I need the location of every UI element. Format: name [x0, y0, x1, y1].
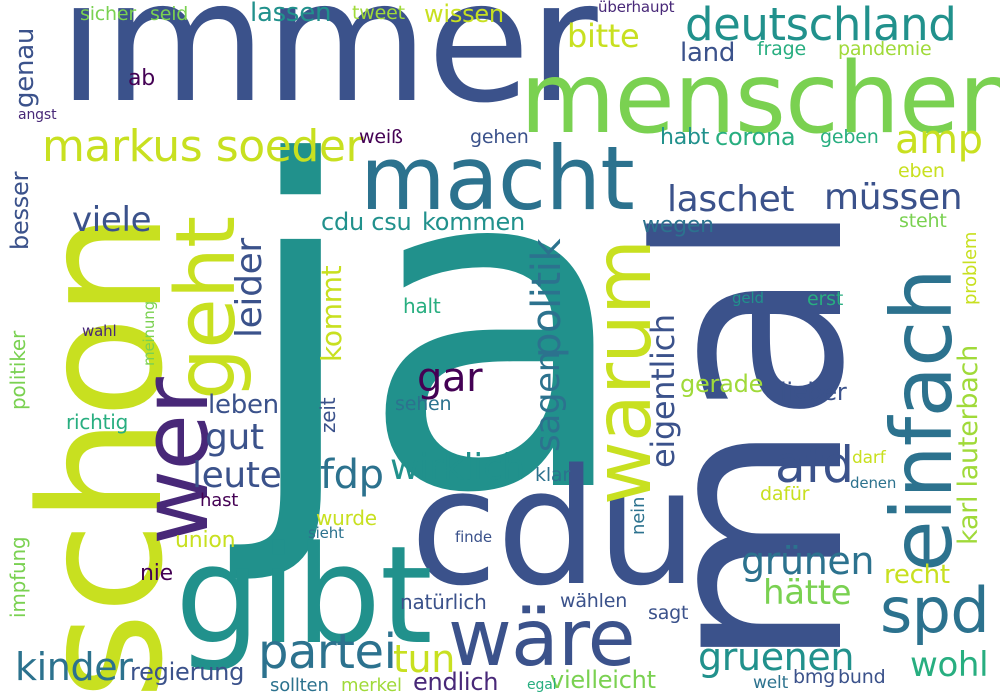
word-gar: gar — [417, 355, 483, 401]
word-lieber: lieber — [780, 378, 847, 406]
word-wäre: wäre — [448, 594, 636, 684]
word-kommen: kommen — [422, 208, 526, 236]
word-grünen: grünen — [741, 539, 875, 583]
word-bmg: bmg — [793, 666, 836, 688]
word-geld: geld — [732, 289, 764, 307]
word-sicher: sicher — [80, 3, 137, 25]
word-gruenen: gruenen — [698, 635, 855, 679]
word-politik: politik — [524, 238, 570, 358]
word-impfung: impfung — [6, 536, 30, 618]
word-politiker: politiker — [6, 330, 30, 410]
word-kinder: kinder — [15, 645, 133, 689]
word-denen: denen — [850, 474, 897, 492]
word-afd: afd — [775, 436, 854, 494]
word-merkel: merkel — [341, 675, 402, 696]
word-sagt: sagt — [648, 602, 689, 624]
word-leider: leider — [229, 238, 270, 338]
word-pandemie: pandemie — [838, 38, 932, 60]
word-sagen: sagen — [528, 351, 568, 452]
word-gerade: gerade — [680, 370, 764, 398]
word-wirklich: wirklich — [390, 447, 525, 488]
word-hast: hast — [200, 490, 239, 511]
word-wählen: wählen — [560, 590, 628, 612]
word-geben: geben — [820, 126, 879, 148]
word-einfach: einfach — [873, 269, 971, 572]
word-finde: finde — [455, 528, 492, 546]
word-tweet: tweet — [352, 2, 405, 24]
word-recht: recht — [884, 560, 950, 590]
word-problem: problem — [960, 231, 981, 305]
word-gut: gut — [205, 417, 264, 458]
word-natürlich: natürlich — [400, 590, 487, 614]
word-union: union — [175, 528, 236, 553]
word-lassen: lassen — [250, 0, 332, 28]
word-gehen: gehen — [470, 126, 529, 148]
word-habt: habt — [660, 125, 710, 150]
word-land: land — [680, 38, 736, 68]
word-laschet: laschet — [667, 179, 795, 220]
word-zeit: zeit — [316, 397, 340, 433]
word-eben: eben — [898, 160, 945, 182]
word-karl-lauterbach: karl lauterbach — [953, 345, 984, 545]
word-welt: welt — [753, 673, 789, 693]
word-klar: klar — [535, 464, 570, 486]
word-tun: tun — [393, 637, 455, 681]
word-richtig: richtig — [66, 410, 129, 434]
word-wegen: wegen — [642, 213, 714, 238]
word-markus-soeder: markus soeder — [42, 121, 364, 172]
word-wahl: wahl — [82, 322, 117, 340]
word-gibt: gibt — [175, 517, 433, 674]
word-hätte: hätte — [763, 573, 852, 613]
word-regierung: regierung — [130, 658, 245, 686]
word-darf: darf — [852, 448, 886, 468]
word-partei: partei — [258, 624, 397, 680]
word-meinung: meinung — [140, 301, 158, 366]
word-angst: angst — [18, 107, 57, 123]
word-überhaupt: überhaupt — [598, 0, 675, 16]
word-immer: immer — [58, 0, 598, 140]
word-seid: seid — [150, 3, 189, 25]
word-sieht: sieht — [308, 524, 344, 542]
word-genau: genau — [10, 27, 40, 108]
word-macht: macht — [360, 127, 635, 230]
word-amp: amp — [895, 117, 983, 163]
word-menschen: menschen — [520, 42, 1000, 156]
word-deutschland: deutschland — [685, 0, 957, 51]
word-weiß: weiß — [359, 126, 403, 148]
word-leben: leben — [208, 390, 279, 420]
word-fdp: fdp — [320, 452, 384, 498]
word-viele: viele — [72, 200, 152, 240]
word-ja: ja — [238, 68, 634, 592]
word-sollten: sollten — [270, 675, 329, 696]
word-spd: spd — [880, 574, 990, 647]
word-besser: besser — [6, 171, 34, 250]
word-halt: halt — [403, 294, 441, 318]
word-müssen: müssen — [824, 177, 963, 218]
word-leute: leute — [192, 455, 282, 496]
word-dafür: dafür — [760, 483, 810, 505]
word-wohl: wohl — [910, 645, 989, 685]
word-erst: erst — [807, 288, 844, 310]
word-sehen: sehen — [395, 393, 452, 415]
word-bitte: bitte — [567, 17, 640, 55]
word-steht: steht — [899, 210, 947, 232]
word-nie: nie — [140, 561, 173, 586]
word-wurde: wurde — [316, 506, 377, 530]
word-wissen: wissen — [424, 0, 504, 28]
word-frage: frage — [757, 38, 806, 60]
word-egal: egal — [527, 677, 557, 693]
word-cdu: cdu — [410, 434, 698, 621]
word-cdu-csu: cdu csu — [321, 208, 412, 236]
word-nein: nein — [628, 496, 649, 535]
word-corona: corona — [715, 123, 796, 151]
word-vielleicht: vielleicht — [550, 666, 656, 694]
word-eigentlich: eigentlich — [644, 314, 682, 468]
word-bund: bund — [838, 666, 886, 688]
word-kommt: kommt — [315, 265, 348, 362]
word-ab: ab — [128, 66, 156, 91]
word-endlich: endlich — [413, 668, 499, 696]
